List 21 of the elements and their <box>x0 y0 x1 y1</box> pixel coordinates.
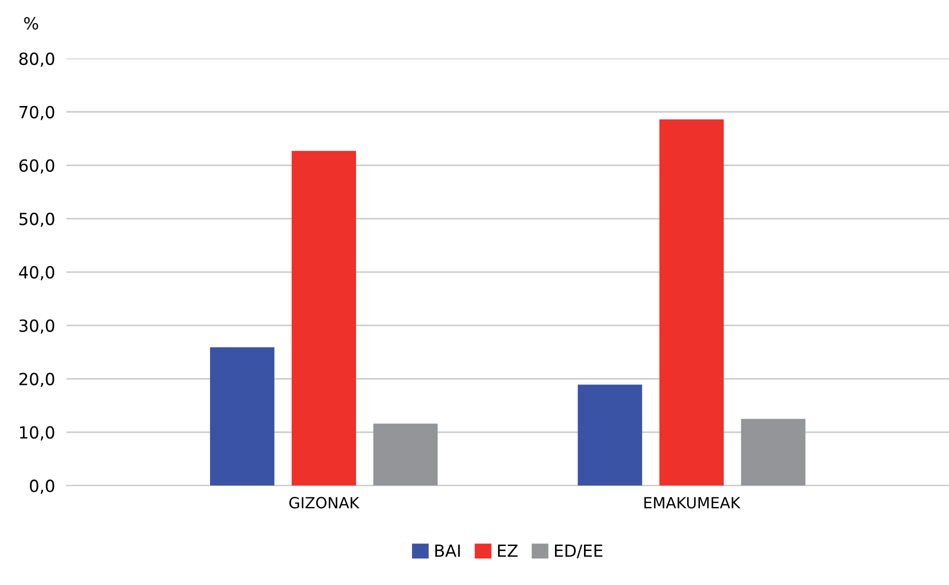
bar <box>741 418 806 486</box>
legend-label: BAI <box>435 544 460 557</box>
legend-label: ED/EE <box>555 544 602 558</box>
y-tick-label: 60,0 <box>19 159 54 174</box>
y-tick-label: 70,0 <box>20 106 54 120</box>
y-tick-label: 80,0 <box>19 52 54 67</box>
legend-label: EZ <box>498 544 518 557</box>
y-tick-label: 0,0 <box>30 480 54 494</box>
bar <box>578 384 642 486</box>
y-tick-label: 50,0 <box>19 212 54 227</box>
x-tick-label: EMAKUMEAK <box>644 497 741 508</box>
y-tick-label: 30,0 <box>19 319 54 334</box>
x-tick-label: GIZONAK <box>289 496 360 508</box>
y-tick-label: 20,0 <box>19 372 54 388</box>
bar <box>659 119 724 486</box>
bar <box>292 150 356 486</box>
y-tick-label: 10,0 <box>20 426 54 440</box>
y-tick-label: 40,0 <box>19 266 54 280</box>
y-axis-title: % <box>24 17 38 30</box>
bar <box>210 347 274 486</box>
bar <box>373 424 438 486</box>
